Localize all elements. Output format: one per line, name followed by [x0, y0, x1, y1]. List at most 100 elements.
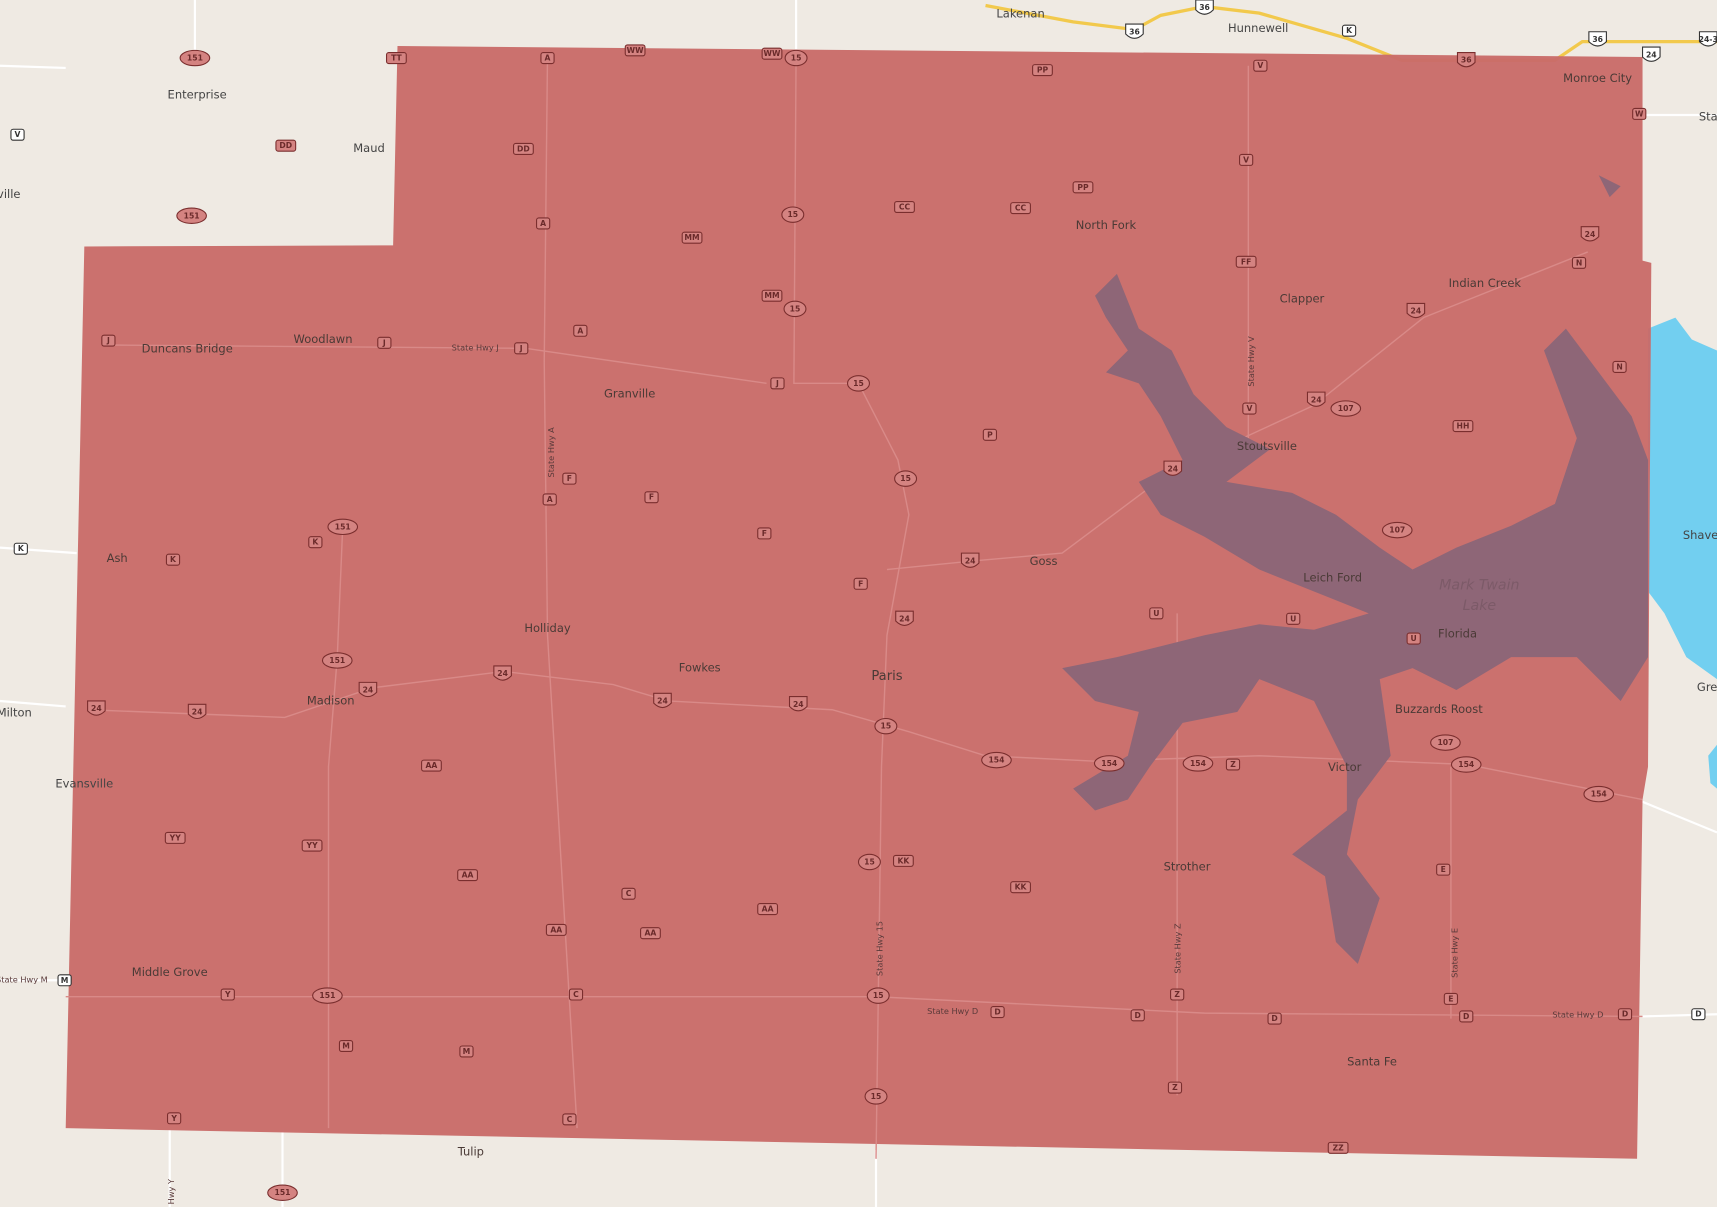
town-label: Evansville	[55, 777, 113, 791]
shield-label: PP	[1037, 66, 1049, 75]
letter-shield: F	[644, 491, 659, 504]
town-label: Duncans Bridge	[142, 342, 233, 356]
us-36-highway	[985, 3, 1717, 62]
town-label: Paris	[871, 669, 902, 684]
shield-label: 15	[881, 722, 892, 731]
letter-shield: U	[1406, 632, 1421, 645]
shield-label: D	[1135, 1011, 1141, 1020]
shield-label: YY	[169, 833, 182, 842]
shield-label: 24	[899, 614, 910, 623]
shield-label: HH	[1457, 422, 1470, 431]
road-label: State Hwy M	[0, 974, 48, 984]
town-label: Goss	[1030, 554, 1058, 568]
shield-label: D	[1622, 1010, 1628, 1019]
shield-label: 24	[1311, 395, 1322, 404]
letter-shield: YY	[301, 839, 323, 852]
shield-label: C	[567, 1115, 573, 1124]
letter-shield: V	[1239, 153, 1254, 166]
shield-label: 24	[1646, 50, 1657, 59]
letter-shield: YY	[164, 831, 186, 844]
state-shield: 15	[847, 375, 870, 392]
shield-label: Y	[224, 990, 231, 999]
shield-label: F	[858, 579, 863, 588]
road-label: State Hwy D	[1552, 1010, 1603, 1020]
shield-label: 15	[871, 1092, 882, 1101]
town-label: Florida	[1438, 626, 1477, 640]
shield-label: P	[987, 430, 993, 439]
shield-label: MM	[764, 291, 779, 300]
shield-label: 15	[900, 474, 911, 483]
state-shield: 154	[1583, 785, 1615, 803]
letter-shield: D	[1617, 1008, 1633, 1021]
shield-label: 151	[319, 991, 335, 1000]
shield-label: C	[626, 889, 632, 898]
us-shield: 24	[87, 700, 106, 716]
letter-shield: ZZ	[1327, 1141, 1349, 1154]
shield-label: 24	[91, 704, 102, 713]
shield-label: F	[567, 474, 572, 483]
shield-label: 24	[1167, 464, 1178, 473]
town-label: Shave	[1683, 528, 1717, 542]
shield-label: Z	[1230, 760, 1236, 769]
letter-shield: AA	[640, 927, 661, 940]
us-shield: 24	[493, 665, 512, 681]
state-shield: 15	[894, 470, 918, 487]
road-label: State Hwy E	[1449, 928, 1459, 978]
shield-label: M	[342, 1041, 350, 1050]
lake-outside	[1648, 317, 1717, 789]
shield-label: 151	[329, 656, 345, 665]
state-shield: 15	[864, 1088, 888, 1105]
letter-shield: C	[562, 1113, 577, 1126]
shield-label: 15	[873, 991, 884, 1000]
state-shield: 15	[857, 853, 881, 871]
shield-label: WW	[764, 49, 781, 58]
letter-shield: M	[57, 974, 72, 987]
shield-label: KK	[1015, 883, 1028, 892]
shield-label: ZZ	[1333, 1143, 1345, 1152]
road-label: State Hwy 15	[875, 921, 885, 976]
town-label: Granville	[604, 387, 655, 401]
state-shield: 151	[321, 652, 353, 669]
letter-shield: WW	[624, 44, 646, 57]
shield-label: Z	[1172, 1083, 1178, 1092]
shield-label: C	[573, 990, 579, 999]
shield-label: K	[312, 538, 319, 547]
shield-label: AA	[550, 925, 562, 934]
shield-label: AA	[462, 871, 474, 880]
letter-shield: PP	[1072, 181, 1094, 194]
town-label: Fowkes	[679, 660, 721, 674]
us-shield: 36	[1588, 31, 1607, 47]
shield-label: A	[545, 54, 551, 63]
letter-shield: V	[1242, 402, 1257, 415]
letter-shield: A	[573, 324, 588, 337]
letter-shield: J	[514, 342, 529, 355]
shield-label: N	[1616, 362, 1622, 371]
shield-label: 24	[497, 669, 508, 678]
letter-shield: D	[1130, 1009, 1145, 1022]
shield-label: Z	[1174, 990, 1180, 999]
shield-label: AA	[645, 929, 657, 938]
shield-label: 151	[275, 1188, 291, 1197]
shield-label: 15	[791, 54, 802, 63]
letter-shield: C	[621, 887, 636, 900]
shield-label: 24	[965, 556, 976, 565]
letter-shield: DD	[513, 142, 534, 155]
letter-shield: HH	[1452, 420, 1474, 433]
state-shield: 151	[312, 987, 343, 1004]
letter-shield: M	[459, 1045, 474, 1058]
shield-label: 36	[1199, 3, 1210, 12]
shield-label: 15	[853, 379, 864, 388]
letter-shield: E	[1436, 863, 1451, 876]
shield-label: 24	[363, 686, 374, 695]
town-label: Tulip	[457, 1145, 484, 1159]
shield-label: 154	[988, 756, 1004, 765]
shield-label: 15	[790, 304, 801, 313]
letter-shield: Y	[220, 988, 235, 1001]
shield-label: K	[170, 555, 177, 564]
us-shield: 24	[895, 610, 914, 626]
town-label: Buzzards Roost	[1395, 702, 1483, 716]
shield-label: MM	[684, 233, 699, 242]
road-label: State Hwy J	[452, 342, 499, 352]
